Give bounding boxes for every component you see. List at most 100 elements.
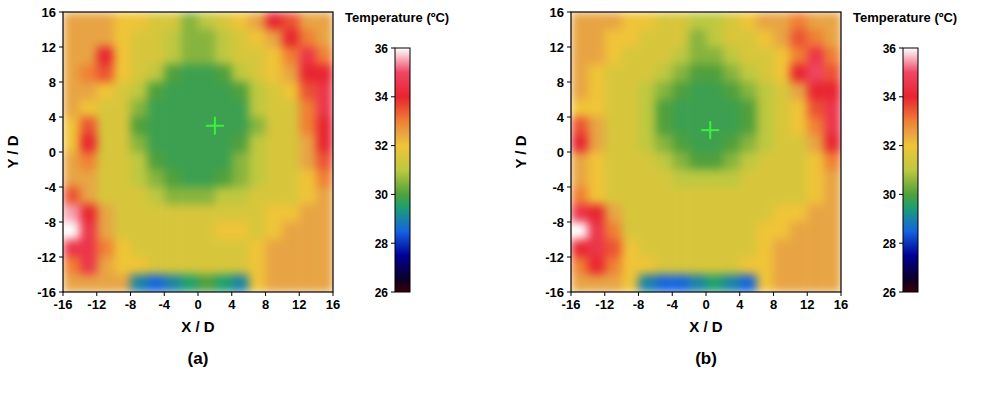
- x-tick: [130, 292, 131, 296]
- cell: [316, 205, 333, 223]
- cell: [588, 187, 605, 205]
- cell: [588, 82, 605, 100]
- cell: [316, 240, 333, 258]
- cell: [198, 257, 215, 275]
- cell: [147, 30, 164, 48]
- cell: [181, 257, 198, 275]
- x-axis-title: X / D: [689, 318, 723, 335]
- cell: [63, 187, 80, 205]
- cell: [757, 170, 774, 188]
- x-tick-label: 16: [834, 297, 848, 312]
- cell: [80, 257, 97, 275]
- cell: [282, 257, 299, 275]
- cell: [571, 82, 588, 100]
- cell: [774, 135, 791, 153]
- cell: [757, 65, 774, 83]
- cell: [131, 117, 148, 135]
- cell: [299, 82, 316, 100]
- cell: [164, 82, 181, 100]
- cell: [232, 257, 249, 275]
- cell: [774, 100, 791, 118]
- y-tick-label: 4: [557, 110, 565, 125]
- cell: [131, 275, 148, 293]
- cell: [639, 205, 656, 223]
- cell: [824, 152, 841, 170]
- cell: [164, 240, 181, 258]
- cell: [80, 47, 97, 65]
- cell: [131, 240, 148, 258]
- cell: [689, 135, 706, 153]
- x-tick-label: 4: [736, 297, 744, 312]
- cell: [571, 47, 588, 65]
- cell: [824, 187, 841, 205]
- cell: [655, 205, 672, 223]
- cell: [723, 65, 740, 83]
- cell: [266, 205, 283, 223]
- cell: [131, 222, 148, 240]
- cell: [164, 117, 181, 135]
- cell: [299, 275, 316, 293]
- cell: [282, 135, 299, 153]
- cell: [147, 82, 164, 100]
- cell: [316, 222, 333, 240]
- colorbar-tick: [899, 96, 903, 97]
- cell: [622, 152, 639, 170]
- cell: [790, 257, 807, 275]
- cell: [740, 30, 757, 48]
- cell: [774, 257, 791, 275]
- cell: [232, 65, 249, 83]
- cell: [114, 135, 131, 153]
- cell: [299, 100, 316, 118]
- cell: [282, 12, 299, 30]
- cell: [249, 257, 266, 275]
- cell: [605, 257, 622, 275]
- cell: [774, 240, 791, 258]
- cell: [571, 135, 588, 153]
- cell: [774, 222, 791, 240]
- cell: [198, 222, 215, 240]
- cell: [266, 117, 283, 135]
- cell: [588, 275, 605, 293]
- cell: [740, 47, 757, 65]
- cell: [706, 257, 723, 275]
- cell: [316, 100, 333, 118]
- y-axis-title: Y / D: [4, 135, 21, 168]
- cell: [706, 47, 723, 65]
- cell: [774, 12, 791, 30]
- cell: [824, 275, 841, 293]
- cell: [605, 30, 622, 48]
- cell: [723, 30, 740, 48]
- cell: [63, 100, 80, 118]
- cell: [706, 205, 723, 223]
- heatmap: [63, 12, 333, 292]
- cell: [131, 135, 148, 153]
- cell: [80, 65, 97, 83]
- cell: [774, 275, 791, 293]
- cell: [571, 117, 588, 135]
- cell: [215, 65, 232, 83]
- cell: [757, 135, 774, 153]
- cell: [147, 222, 164, 240]
- cell: [571, 30, 588, 48]
- y-tick: [567, 47, 571, 48]
- cell: [740, 240, 757, 258]
- cell: [807, 205, 824, 223]
- figure: -16-12-8-40481216-16-12-8-40481216X / DY…: [0, 0, 1006, 400]
- cell: [689, 187, 706, 205]
- cell: [299, 205, 316, 223]
- cell: [215, 30, 232, 48]
- cell: [249, 240, 266, 258]
- cell: [63, 152, 80, 170]
- cell: [114, 30, 131, 48]
- y-tick-label: 12: [42, 40, 56, 55]
- cell: [605, 65, 622, 83]
- colorbar-tick-label: 34: [883, 90, 897, 104]
- cell: [147, 135, 164, 153]
- y-axis-title: Y / D: [512, 135, 529, 168]
- y-tick-label: -8: [44, 215, 56, 230]
- cell: [639, 65, 656, 83]
- cell: [147, 257, 164, 275]
- cell: [114, 257, 131, 275]
- cell: [689, 117, 706, 135]
- x-tick: [198, 292, 199, 296]
